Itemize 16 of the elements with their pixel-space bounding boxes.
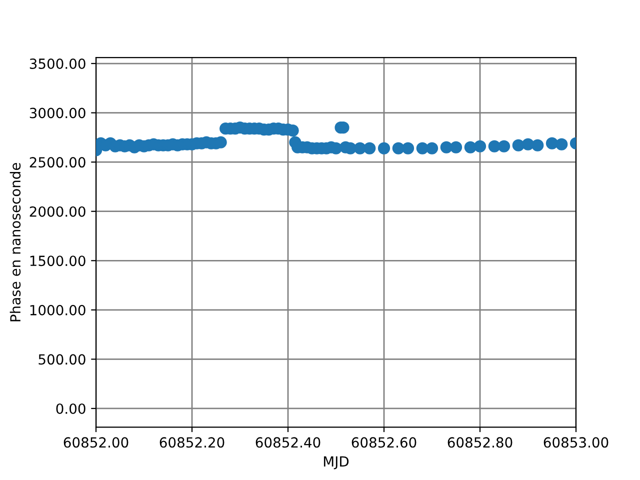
x-tick-label: 60852.80 [448,437,512,448]
x-tick-label: 60852.20 [160,437,224,448]
y-tick-label: 2500.00 [30,157,86,168]
y-tick-label: 0.00 [56,403,86,414]
y-axis-title: Phase en nanoseconde [10,162,21,322]
x-tick-label: 60853.00 [544,437,608,448]
y-tick-label: 1000.00 [30,304,86,316]
y-tick-label: 3500.00 [30,58,86,69]
y-tick-label: 2000.00 [30,206,86,217]
x-axis-title: MJD [324,456,349,470]
y-tick-label: 500.00 [38,354,86,365]
x-tick-label: 60852.60 [352,437,416,448]
y-tick-label: 3000.00 [30,108,86,118]
x-tick-label: 60852.00 [64,437,128,448]
x-tick-label: 60852.40 [256,437,320,448]
y-tick-label: 1500.00 [30,256,86,266]
